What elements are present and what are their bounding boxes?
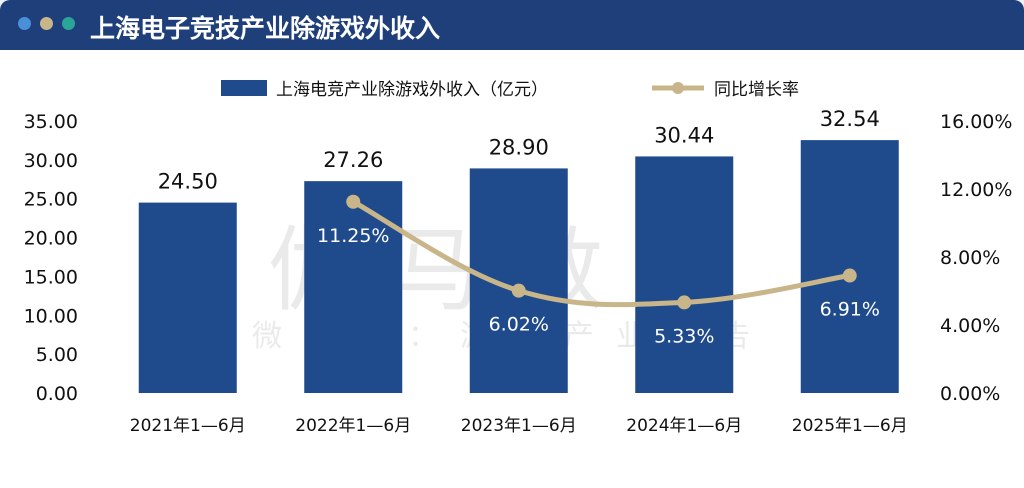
- combo-chart: 伽马数据微信号：游戏产业报告上海电竞产业除游戏外收入（亿元）同比增长率0.005…: [24, 80, 1012, 436]
- growth-rate-label: 6.91%: [820, 299, 880, 321]
- y-right-tick-label: 0.00%: [940, 383, 1000, 405]
- y-left-tick-label: 15.00: [24, 266, 78, 288]
- growth-rate-label: 11.25%: [317, 225, 389, 247]
- legend-line-label: 同比增长率: [714, 80, 799, 100]
- x-category-label: 2025年1—6月: [792, 416, 908, 436]
- y-left-tick-label: 0.00: [36, 383, 78, 405]
- y-right-tick-label: 8.00%: [940, 247, 1000, 269]
- bar-value-label: 24.50: [158, 170, 218, 194]
- header-bar: 上海电子竞技产业除游戏外收入: [0, 0, 1024, 50]
- chart-title: 上海电子竞技产业除游戏外收入: [90, 14, 441, 43]
- window-dot-icon: [62, 17, 75, 30]
- growth-rate-point: [511, 283, 526, 298]
- bar: [635, 156, 734, 393]
- bar: [138, 202, 237, 393]
- legend-bar-swatch: [221, 80, 267, 96]
- chart-panel: 伽马数据微信号：游戏产业报告上海电竞产业除游戏外收入（亿元）同比增长率0.005…: [0, 50, 1024, 488]
- growth-rate-label: 6.02%: [489, 314, 549, 336]
- growth-rate-point: [842, 268, 857, 283]
- y-right-tick-label: 12.00%: [940, 179, 1012, 201]
- legend-bar-label: 上海电竞产业除游戏外收入（亿元）: [276, 80, 548, 100]
- window-dot-icon: [18, 17, 31, 30]
- y-left-tick-label: 5.00: [36, 344, 78, 366]
- x-category-label: 2021年1—6月: [130, 416, 246, 436]
- bar: [469, 168, 568, 393]
- legend-line-marker: [672, 82, 684, 94]
- y-left-tick-label: 35.00: [24, 111, 78, 133]
- bar: [800, 140, 899, 393]
- y-right-tick-label: 4.00%: [940, 315, 1000, 337]
- bar-value-label: 32.54: [820, 107, 880, 131]
- x-category-label: 2024年1—6月: [626, 416, 742, 436]
- bar: [304, 181, 403, 393]
- y-left-tick-label: 20.00: [24, 228, 78, 250]
- bar-value-label: 30.44: [654, 123, 714, 147]
- growth-rate-point: [346, 194, 361, 209]
- bar-value-label: 28.90: [489, 135, 549, 159]
- x-category-label: 2022年1—6月: [295, 416, 411, 436]
- growth-rate-point: [677, 295, 692, 310]
- growth-rate-line: [350, 199, 853, 308]
- x-category-label: 2023年1—6月: [461, 416, 577, 436]
- y-left-tick-label: 25.00: [24, 189, 78, 211]
- bar-value-label: 27.26: [323, 148, 383, 172]
- window-dot-icon: [40, 17, 53, 30]
- y-right-tick-label: 16.00%: [940, 111, 1012, 133]
- y-left-tick-label: 30.00: [24, 150, 78, 172]
- growth-rate-label: 5.33%: [654, 325, 714, 347]
- y-left-tick-label: 10.00: [24, 305, 78, 327]
